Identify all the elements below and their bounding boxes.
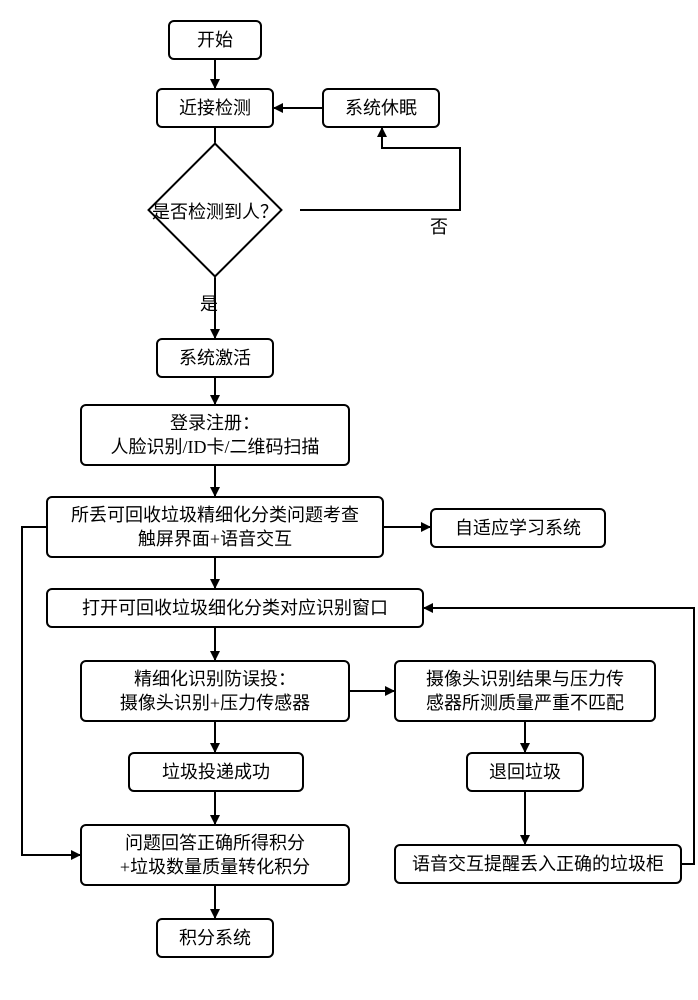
node-points: 问题回答正确所得积分+垃圾数量质量转化积分 [80,824,350,886]
node-score-label: 积分系统 [179,926,251,950]
node-activate-label: 系统激活 [179,346,251,370]
label-yes: 是 [200,290,218,316]
node-start-label: 开始 [197,28,233,52]
node-adapt-label: 自适应学习系统 [455,516,581,540]
node-sleep: 系统休眠 [322,88,440,128]
node-return-label: 退回垃圾 [489,760,561,784]
edge-17 [424,608,694,864]
node-adapt: 自适应学习系统 [430,508,606,548]
node-success: 垃圾投递成功 [128,752,304,792]
node-voice-label: 语音交互提醒丢入正确的垃圾柜 [412,852,664,876]
node-activate: 系统激活 [156,338,274,378]
node-quiz: 所丢可回收垃圾精细化分类问题考查触屏界面+语音交互 [46,496,384,558]
node-score: 积分系统 [156,918,274,958]
node-voice: 语音交互提醒丢入正确的垃圾柜 [394,844,682,884]
node-mismatch-label: 摄像头识别结果与压力传感器所测质量严重不匹配 [426,667,624,716]
node-login-label: 登录注册：人脸识别/ID卡/二维码扫描 [111,411,320,460]
node-detect-label: 近接检测 [179,96,251,120]
node-sleep-label: 系统休眠 [345,96,417,120]
node-openwin-label: 打开可回收垃圾细化分类对应识别窗口 [82,596,388,620]
node-points-label: 问题回答正确所得积分+垃圾数量质量转化积分 [120,831,310,880]
node-return: 退回垃圾 [466,752,584,792]
node-login: 登录注册：人脸识别/ID卡/二维码扫描 [80,404,350,466]
edge-3 [300,128,460,210]
node-start: 开始 [168,20,262,60]
node-openwin: 打开可回收垃圾细化分类对应识别窗口 [46,588,424,628]
node-quiz-label: 所丢可回收垃圾精细化分类问题考查触屏界面+语音交互 [71,503,359,552]
edge-16 [22,527,80,855]
node-decision [147,142,283,278]
label-no: 否 [430,213,448,239]
node-success-label: 垃圾投递成功 [162,760,270,784]
node-detect: 近接检测 [156,88,274,128]
node-identify: 精细化识别防误投：摄像头识别+压力传感器 [80,660,350,722]
node-identify-label: 精细化识别防误投：摄像头识别+压力传感器 [120,667,310,716]
node-mismatch: 摄像头识别结果与压力传感器所测质量严重不匹配 [394,660,656,722]
